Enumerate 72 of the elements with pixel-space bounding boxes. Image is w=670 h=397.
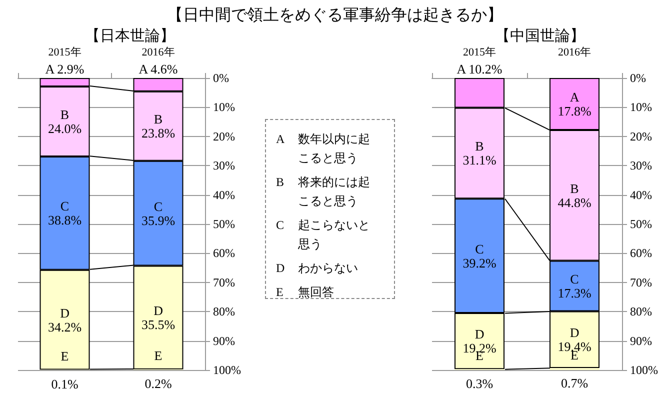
data-label: 31.1% — [462, 152, 496, 168]
y-tick-label: 30% — [213, 158, 235, 173]
data-label: 34.2% — [48, 319, 82, 334]
y-tick-label: 100% — [213, 363, 241, 377]
text: B — [60, 107, 70, 122]
text: D — [154, 303, 163, 318]
series-label: B — [154, 112, 163, 127]
x-tick-label: 2016年 — [142, 46, 175, 58]
series-label: D — [60, 305, 70, 320]
y-tick-label: 60% — [213, 246, 235, 260]
y-tick-label: 50% — [630, 217, 652, 231]
text: A 4.6% — [138, 62, 178, 76]
y-tick-label: 80% — [630, 304, 652, 319]
data-label: 24.0% — [48, 121, 82, 136]
text: 【日中間で領土をめぐる軍事紛争は起きるか】 — [166, 6, 504, 26]
text: B — [475, 138, 484, 154]
data-label: 39.2% — [462, 255, 496, 270]
text: 数年以内に起こると思う — [298, 131, 371, 167]
y-tick-label: 50% — [213, 217, 235, 231]
x-tick-label: 2015年 — [463, 46, 496, 58]
y-tick-label: 20% — [213, 129, 235, 144]
data-label: 23.8% — [141, 126, 176, 141]
series-label: D — [474, 326, 484, 342]
y-tick-label: 80% — [213, 304, 235, 319]
data-label: 0.1% — [51, 376, 78, 392]
text: A 10.2% — [456, 62, 502, 76]
series-label: C — [154, 198, 163, 214]
data-label: 38.8% — [48, 212, 82, 228]
data-label: 0.2% — [144, 376, 172, 392]
y-tick-label: 10% — [630, 100, 652, 114]
text: D — [276, 260, 286, 277]
chart-title: 【中国世論】 — [495, 28, 585, 44]
series-label: A — [570, 89, 580, 104]
y-tick-label: 40% — [630, 188, 652, 202]
text: B — [276, 174, 286, 191]
data-label: 35.9% — [141, 212, 176, 228]
y-tick-label: 0% — [213, 71, 229, 85]
y-tick-label: 60% — [630, 246, 652, 260]
series-label: E — [154, 348, 162, 364]
y-tick-label: 90% — [630, 334, 652, 348]
y-tick-label: 70% — [630, 275, 652, 290]
y-tick-label: 30% — [630, 158, 652, 173]
y-tick-label: 0% — [630, 71, 646, 85]
data-label: 0.7% — [560, 375, 588, 390]
data-label: 17.3% — [558, 286, 592, 301]
text: A 2.9% — [45, 62, 84, 76]
text: E — [60, 348, 69, 364]
y-tick-label: 70% — [213, 275, 235, 290]
y-tick-label: 20% — [630, 129, 652, 144]
data-label: 44.8% — [558, 194, 592, 210]
text: 起こらないと思う — [298, 217, 371, 253]
text: わからない — [298, 260, 359, 277]
chart-title: 【日本世論】 — [85, 28, 175, 44]
y-tick-label: 40% — [213, 188, 235, 202]
data-label: 0.3% — [466, 376, 494, 392]
text: A — [276, 131, 286, 148]
y-tick-label: 90% — [213, 334, 235, 348]
y-tick-label: 10% — [213, 100, 235, 114]
text: 将来的には起こると思う — [298, 174, 371, 210]
x-tick-label: 2016年 — [558, 46, 591, 58]
y-tick-label: 100% — [630, 363, 658, 377]
data-label: 17.8% — [558, 103, 592, 118]
text: E — [276, 284, 284, 301]
text: 無回答 — [298, 284, 335, 301]
text: C — [276, 217, 286, 234]
series-label: C — [570, 272, 579, 287]
x-tick-label: 2015年 — [48, 46, 82, 58]
text: C — [475, 241, 484, 256]
series-label: B — [570, 180, 580, 196]
text: C — [60, 198, 70, 214]
data-label: 35.5% — [141, 317, 176, 332]
text: D — [570, 325, 580, 340]
